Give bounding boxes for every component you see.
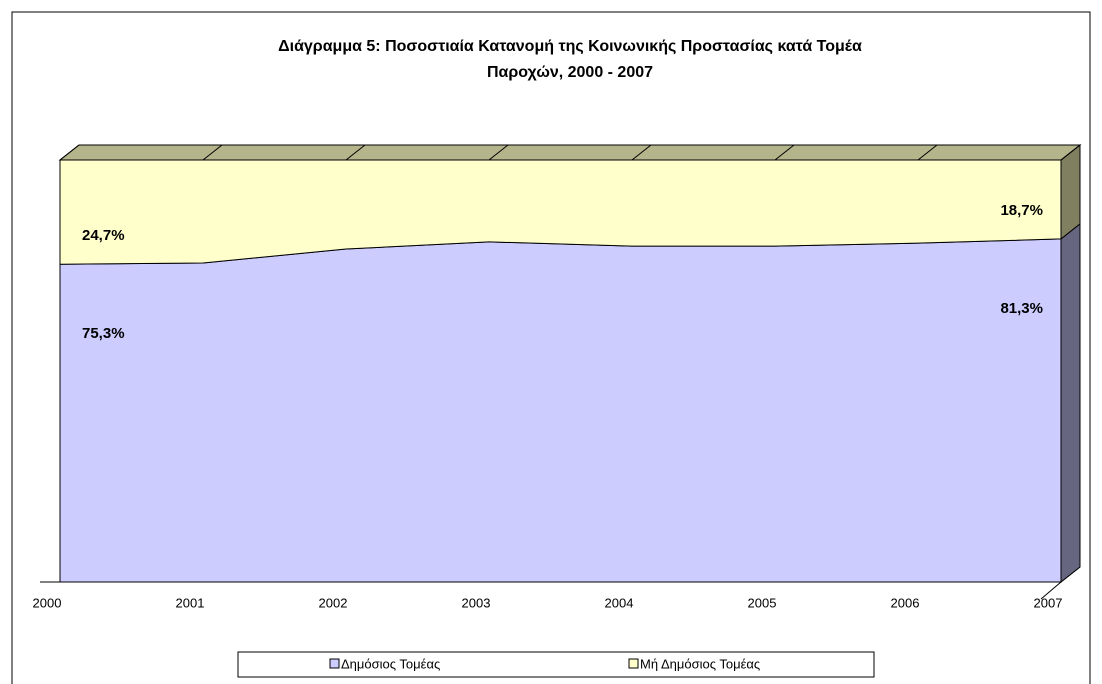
legend-swatch <box>628 658 639 669</box>
area-top-divider <box>488 144 509 161</box>
data-label: 18,7% <box>1000 202 1043 219</box>
x-tick-label: 2007 <box>1034 595 1063 610</box>
area-top-divider <box>59 144 80 161</box>
area-side <box>1060 143 1081 240</box>
area <box>59 238 1062 583</box>
area-top-divider <box>631 144 652 161</box>
data-label: 81,3% <box>1000 300 1043 317</box>
x-tick-label: 2005 <box>748 595 777 610</box>
chart-title: Διάγραμμα 5: Ποσοστιαία Κατανομή της Κοι… <box>278 38 862 55</box>
x-tick-label: 2000 <box>33 595 62 610</box>
x-tick-label: 2006 <box>891 595 920 610</box>
data-label: 24,7% <box>82 227 125 244</box>
area-side <box>1060 222 1081 584</box>
area-top-divider <box>917 144 938 161</box>
x-tick-label: 2004 <box>605 595 634 610</box>
area-top-divider <box>1060 144 1081 161</box>
area-top-divider <box>202 144 223 161</box>
x-tick-label: 2001 <box>176 595 205 610</box>
legend-box <box>237 651 875 678</box>
legend-swatch <box>329 658 340 669</box>
x-tick-label: 2002 <box>319 595 348 610</box>
area-top-divider <box>774 144 795 161</box>
area-top-divider <box>345 144 366 161</box>
legend-label: Δημόσιος Τομέας <box>341 656 440 671</box>
legend-label: Μή Δημόσιος Τομέας <box>640 656 760 671</box>
chart-title: Παροχών, 2000 - 2007 <box>487 64 653 81</box>
x-tick-label: 2003 <box>462 595 491 610</box>
data-label: 75,3% <box>82 325 125 342</box>
